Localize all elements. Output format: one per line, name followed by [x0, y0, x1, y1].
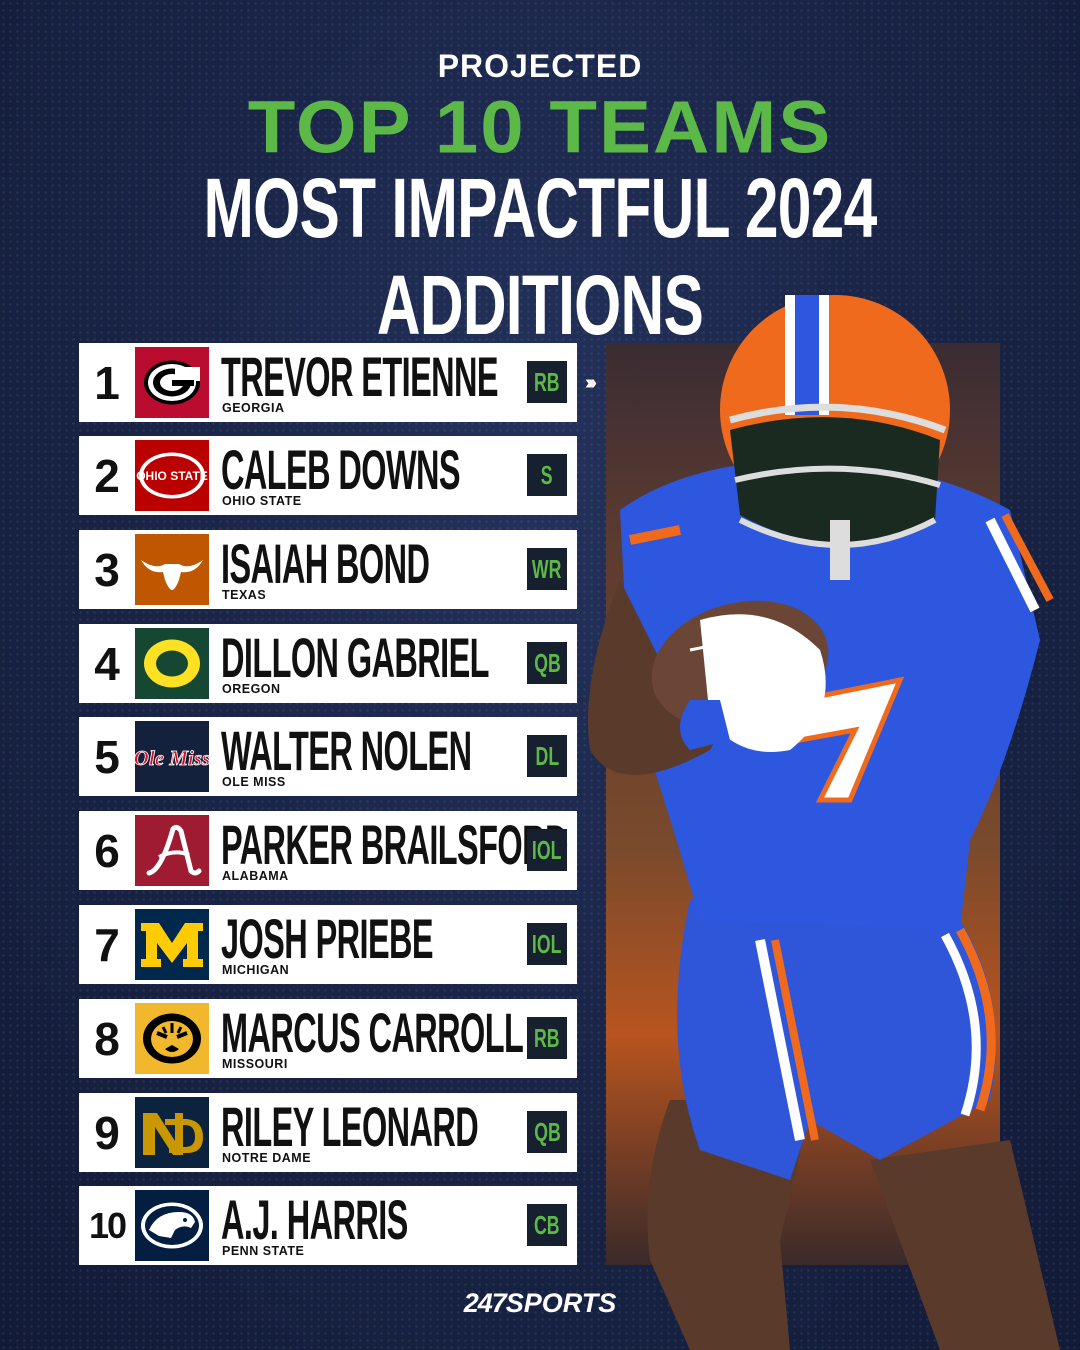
player-name: DILLON GABRIEL: [221, 626, 490, 689]
player-name: WALTER NOLEN: [221, 719, 472, 782]
ranking-row: 9 RILEY LEONARD NOTRE DAME QB: [79, 1093, 577, 1172]
ranking-row: 10 A.J. HARRIS PENN STATE CB: [79, 1186, 577, 1265]
svg-text:Ole Miss: Ole Miss: [135, 746, 209, 770]
position-badge: QB: [527, 642, 567, 684]
notre-dame-nd-logo: [135, 1097, 209, 1168]
ranking-row: 7 JOSH PRIEBE MICHIGAN IOL: [79, 905, 577, 984]
player-name: TREVOR ETIENNE: [221, 345, 499, 408]
michigan-m-logo: [135, 909, 209, 980]
position-badge: IOL: [527, 923, 567, 965]
ranking-row: 4 DILLON GABRIEL OREGON QB: [79, 624, 577, 703]
rank-number: 1: [94, 356, 120, 409]
ranking-row: 5 Ole Miss WALTER NOLEN OLE MISS DL: [79, 717, 577, 796]
player-photo: [588, 295, 1060, 1350]
school-name: OREGON: [222, 682, 281, 696]
player-name: RILEY LEONARD: [221, 1095, 479, 1158]
school-name: OLE MISS: [222, 775, 286, 789]
ranking-row: 3 ISAIAH BOND TEXAS WR: [79, 530, 577, 609]
header-projected: PROJECTED: [437, 48, 643, 84]
rank-number: 7: [94, 918, 120, 971]
school-name: OHIO STATE: [222, 494, 302, 508]
rank-number: 3: [94, 543, 120, 596]
rank-number: 8: [94, 1012, 120, 1065]
rank-number: 5: [94, 730, 120, 783]
ranking-row: 6 PARKER BRAILSFORD ALABAMA IOL: [79, 811, 577, 890]
position-badge: RB: [527, 361, 567, 403]
ole-miss-logo: Ole Miss: [135, 721, 209, 792]
georgia-g-logo: [135, 347, 209, 418]
school-name: TEXAS: [222, 588, 267, 602]
ranking-row: 1 TREVOR ETIENNE GEORGIA RB: [79, 343, 577, 422]
position-badge: QB: [527, 1111, 567, 1153]
chevrons-right-icon: ›››: [585, 372, 597, 394]
player-name: A.J. HARRIS: [221, 1188, 408, 1251]
school-name: NOTRE DAME: [222, 1151, 312, 1165]
school-name: PENN STATE: [222, 1244, 305, 1258]
position-badge: RB: [527, 1017, 567, 1059]
missouri-tiger-logo: [135, 1003, 209, 1074]
ohio-state-logo: OHIO STATE: [135, 440, 209, 511]
player-name: MARCUS CARROLL: [221, 1001, 524, 1064]
player-name: PARKER BRAILSFORD: [221, 813, 568, 876]
school-name: GEORGIA: [222, 401, 285, 415]
brand-logo: 247SPORTS: [0, 1288, 1080, 1319]
rank-number: 6: [94, 824, 120, 877]
svg-text:OHIO STATE: OHIO STATE: [136, 469, 208, 483]
rank-number: 10: [88, 1204, 127, 1246]
position-badge: DL: [527, 735, 567, 777]
header-most-impactful: MOST IMPACTFUL 2024 ADDITIONS: [203, 161, 878, 352]
ranking-row: 8 MARCUS CARROLL MISSOURI RB: [79, 999, 577, 1078]
header-top-10-teams: TOP 10 TEAMS: [247, 85, 833, 169]
ranking-row: 2 OHIO STATE CALEB DOWNS OHIO STATE S: [79, 436, 577, 515]
position-badge: WR: [527, 548, 567, 590]
player-name: JOSH PRIEBE: [221, 907, 434, 970]
rank-number: 9: [94, 1106, 120, 1159]
player-name: CALEB DOWNS: [221, 438, 461, 501]
school-name: MISSOURI: [222, 1057, 288, 1071]
school-name: ALABAMA: [222, 869, 289, 883]
brand-number: 247: [463, 1288, 507, 1318]
rank-number: 4: [94, 637, 120, 690]
rank-number: 2: [94, 449, 120, 502]
alabama-a-logo: [135, 815, 209, 886]
brand-name: SPORTS: [505, 1288, 617, 1318]
penn-state-lion-logo: [135, 1190, 209, 1261]
position-badge: S: [527, 454, 567, 496]
school-name: MICHIGAN: [222, 963, 290, 977]
position-badge: CB: [527, 1204, 567, 1246]
player-name: ISAIAH BOND: [221, 532, 430, 595]
longhorn-logo: [135, 534, 209, 605]
oregon-o-logo: [135, 628, 209, 699]
position-badge: IOL: [527, 829, 567, 871]
